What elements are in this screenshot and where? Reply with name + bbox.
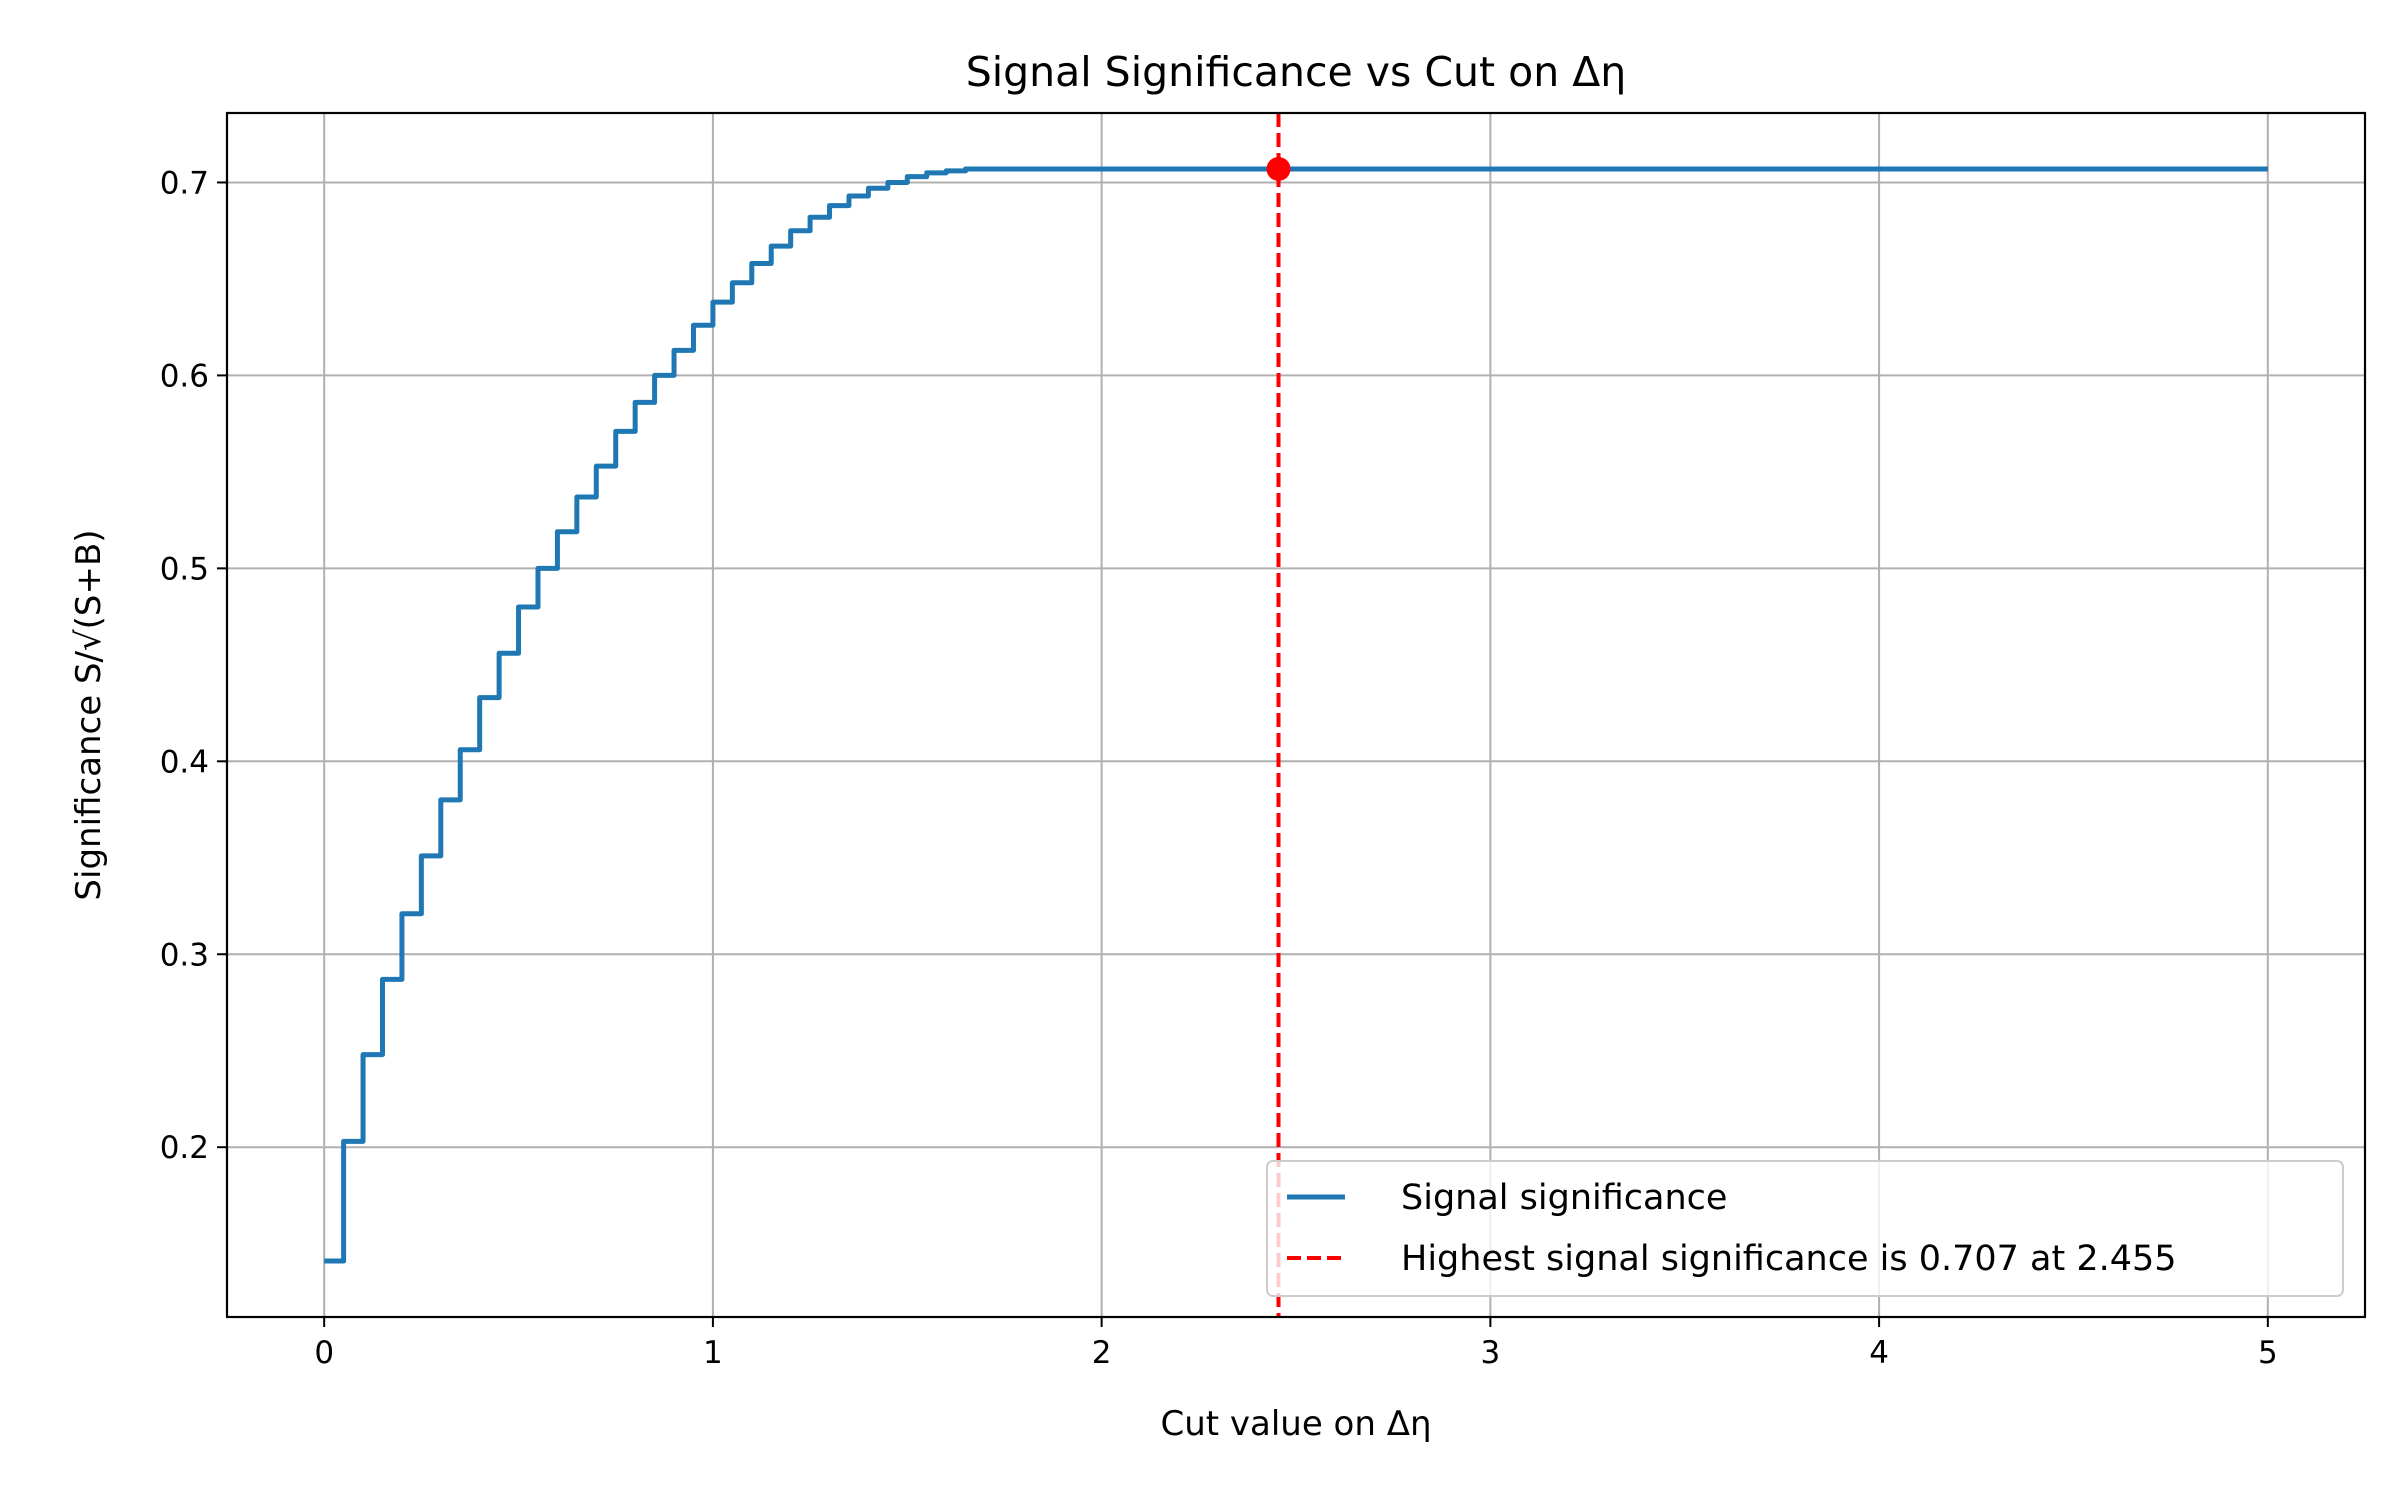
- legend-label-signal: Signal significance: [1401, 1178, 1727, 1218]
- y-tick-label: 0.4: [160, 744, 209, 780]
- x-axis-label: Cut value on Δη: [1160, 1404, 1431, 1444]
- y-tick-label: 0.5: [160, 551, 209, 587]
- grid-lines: [227, 113, 2365, 1317]
- x-tick-label: 0: [314, 1335, 334, 1371]
- x-tick-label: 1: [703, 1335, 723, 1371]
- x-tick-label: 5: [2258, 1335, 2278, 1371]
- highest-significance-point: [1266, 156, 1291, 181]
- y-tick-label: 0.3: [160, 937, 209, 973]
- y-tick-label: 0.7: [160, 165, 209, 201]
- y-tick-label: 0.6: [160, 358, 209, 394]
- axes-frame: [225, 111, 2367, 1319]
- x-tick-label: 2: [1092, 1335, 1112, 1371]
- chart-title: Signal Significance vs Cut on Δη: [966, 48, 1627, 96]
- axis-ticks: 0 1 2 3 4 5 0.2 0.3 0.4 0.5 0.6 0.7: [160, 165, 2278, 1371]
- y-axis-label: Significance S/√(S+B): [69, 529, 109, 900]
- legend: Signal significance Highest signal signi…: [1266, 1160, 2344, 1297]
- plot-area: [324, 113, 2268, 1317]
- x-tick-label: 4: [1869, 1335, 1889, 1371]
- legend-label-highest: Highest signal significance is 0.707 at …: [1401, 1239, 2177, 1279]
- legend-box: [1266, 1160, 2344, 1297]
- y-tick-label: 0.2: [160, 1130, 209, 1166]
- x-tick-label: 3: [1480, 1335, 1500, 1371]
- series-line-signal-significance: [324, 166, 2268, 1264]
